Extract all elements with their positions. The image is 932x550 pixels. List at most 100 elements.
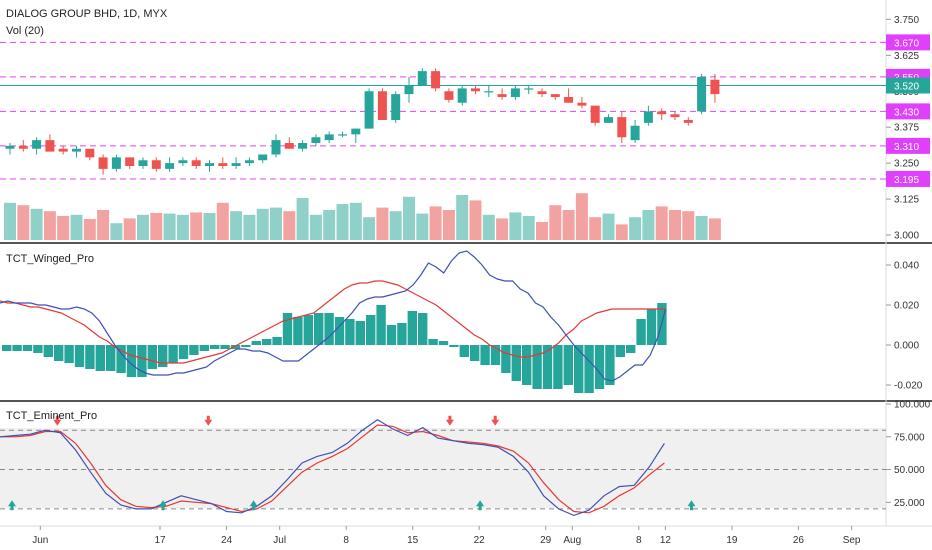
- volume-bar: [536, 222, 548, 240]
- volume-bar: [216, 202, 229, 240]
- candle-body: [577, 102, 587, 106]
- volume-bar: [57, 216, 70, 240]
- time-tick-label: Aug: [563, 535, 581, 546]
- histogram-bar: [22, 345, 33, 351]
- candle-body: [111, 157, 121, 169]
- candle-body: [338, 134, 347, 136]
- histogram-bar: [199, 345, 209, 351]
- histogram-bar: [282, 313, 293, 345]
- candle-body: [670, 114, 680, 118]
- time-tick-label: Jul: [273, 535, 286, 546]
- histogram-bar: [501, 345, 511, 373]
- volume-bar: [575, 193, 588, 240]
- histogram-bar: [272, 337, 282, 345]
- histogram-bar: [324, 313, 334, 345]
- eminent-fast-line: [0, 418, 665, 517]
- candle-body: [471, 88, 480, 92]
- eminent-tick-label: 50.000: [894, 465, 925, 476]
- histogram-bar: [293, 317, 303, 345]
- current-price-label: 3.520: [894, 82, 919, 93]
- candlesticks: [5, 68, 720, 175]
- volume-bar: [43, 211, 56, 240]
- price-tick-label: 3.000: [894, 231, 919, 242]
- volume-bar: [655, 206, 668, 240]
- eminent-pro-axis[interactable]: 100.000 75.000 50.000 25.000: [886, 400, 931, 509]
- candle-body: [391, 94, 401, 120]
- candle-body: [151, 160, 161, 169]
- volume-bar: [695, 216, 708, 240]
- volume-bars: [4, 193, 721, 240]
- candle-body: [125, 157, 135, 166]
- candle-body: [417, 71, 427, 86]
- histogram-bar: [407, 311, 417, 345]
- candle-body: [311, 137, 321, 143]
- time-tick-label: 26: [793, 535, 805, 546]
- histogram-bar: [43, 345, 53, 357]
- candle-body: [18, 145, 28, 149]
- volume-bar: [496, 218, 509, 240]
- histogram-bar: [158, 345, 168, 367]
- volume-bar: [615, 224, 628, 240]
- candle-body: [205, 163, 214, 166]
- price-level-tag: [886, 137, 930, 154]
- histogram-bar: [303, 315, 313, 345]
- price-level-label: 3.430: [894, 107, 919, 118]
- volume-bar: [283, 211, 296, 240]
- histogram-bar: [230, 345, 241, 349]
- volume-bar: [4, 202, 16, 240]
- volume-bar: [137, 214, 149, 240]
- volume-bar: [323, 210, 336, 240]
- time-tick-label: 8: [343, 535, 349, 546]
- winged-tick-label: -0.020: [894, 381, 923, 392]
- main-pane[interactable]: [0, 0, 886, 240]
- volume-bar: [403, 196, 415, 240]
- winged-pro-axis[interactable]: 0.040 0.020 0.000 -0.020: [886, 261, 923, 392]
- histogram-bar: [33, 345, 43, 353]
- winged-signal-line: [0, 280, 666, 364]
- histogram-bar: [168, 345, 178, 363]
- time-tick-label: 17: [154, 535, 166, 546]
- histogram-bar: [428, 339, 438, 345]
- histogram-bar: [646, 309, 657, 345]
- candle-body: [218, 163, 228, 166]
- volume-bar: [163, 213, 176, 240]
- candle-body: [550, 94, 560, 97]
- eminent-signal-line: [0, 424, 665, 514]
- candle-body: [657, 111, 667, 115]
- volume-bar: [469, 200, 482, 240]
- buy-arrow: [249, 500, 258, 511]
- volume-bar: [589, 217, 602, 240]
- histogram-bar: [314, 313, 324, 345]
- volume-bar: [110, 223, 123, 240]
- histogram-bar: [74, 345, 85, 367]
- price-tick-label: 3.375: [894, 123, 919, 134]
- volume-bar: [416, 213, 429, 240]
- buy-arrow: [687, 500, 696, 511]
- buy-arrow: [476, 500, 485, 511]
- price-tick-label: 3.125: [894, 195, 919, 206]
- volume-bar: [389, 211, 402, 240]
- histogram-bar: [605, 345, 615, 385]
- candle-body: [231, 163, 241, 166]
- candle-body: [377, 91, 387, 120]
- candle-body: [564, 97, 574, 103]
- candle-body: [431, 71, 441, 89]
- candle-body: [5, 145, 15, 149]
- volume-bar: [509, 212, 522, 240]
- volume-bar: [243, 214, 256, 240]
- candle-body: [165, 163, 175, 169]
- time-tick-label: 8: [636, 535, 642, 546]
- volume-bar: [176, 214, 189, 240]
- winged-pro-title: TCT_Winged_Pro: [6, 253, 94, 265]
- histogram-bar: [511, 345, 521, 381]
- time-tick-label: 29: [540, 535, 552, 546]
- histogram-bar: [95, 345, 105, 371]
- histogram-bar: [522, 345, 532, 385]
- candle-body: [72, 148, 81, 152]
- volume-bar: [363, 217, 376, 240]
- histogram-bar: [251, 341, 261, 345]
- histogram-bar: [2, 345, 12, 351]
- time-axis[interactable]: Jun 17 24 Jul 8 15 22 29 Aug 8 12 19 26 Sep: [32, 526, 861, 546]
- main-price-axis[interactable]: 3.7503.6253.5003.3753.2503.1253.0003.670…: [886, 15, 930, 242]
